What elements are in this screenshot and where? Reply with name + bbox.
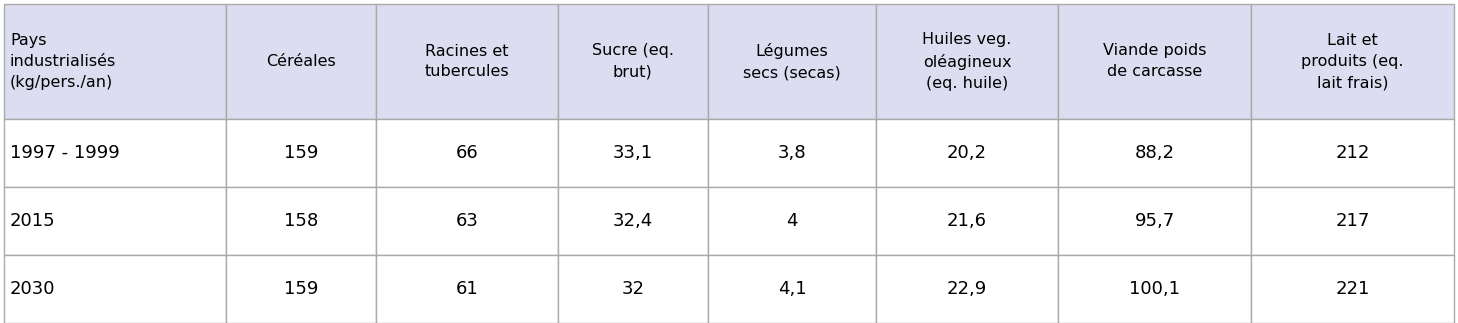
Bar	[226, 4, 376, 119]
Bar	[1251, 119, 1454, 187]
Bar	[558, 4, 707, 119]
Bar	[707, 4, 876, 119]
Bar	[1057, 119, 1251, 187]
Text: Lait et
produits (eq.
lait frais): Lait et produits (eq. lait frais)	[1302, 33, 1404, 90]
Bar	[376, 187, 558, 255]
Text: Huiles veg.
oléagineux
(eq. huile): Huiles veg. oléagineux (eq. huile)	[923, 32, 1012, 91]
Text: 66: 66	[456, 144, 478, 162]
Bar	[707, 187, 876, 255]
Text: 159: 159	[284, 144, 319, 162]
Bar	[1057, 187, 1251, 255]
Text: 158: 158	[284, 212, 319, 230]
Text: 22,9: 22,9	[948, 280, 987, 298]
Text: Pays
industrialisés
(kg/pers./an): Pays industrialisés (kg/pers./an)	[10, 33, 117, 90]
Text: 1997 - 1999: 1997 - 1999	[10, 144, 120, 162]
Bar	[4, 119, 226, 187]
Bar	[1251, 255, 1454, 323]
Text: 212: 212	[1336, 144, 1371, 162]
Bar	[4, 255, 226, 323]
Text: 3,8: 3,8	[777, 144, 806, 162]
Bar	[876, 187, 1057, 255]
Bar	[376, 4, 558, 119]
Text: Sucre (eq.
brut): Sucre (eq. brut)	[592, 44, 674, 79]
Bar	[558, 255, 707, 323]
Bar	[876, 4, 1057, 119]
Bar	[4, 187, 226, 255]
Bar	[226, 119, 376, 187]
Bar	[707, 119, 876, 187]
Text: 4,1: 4,1	[777, 280, 806, 298]
Text: 88,2: 88,2	[1134, 144, 1175, 162]
Text: 21,6: 21,6	[948, 212, 987, 230]
Text: 159: 159	[284, 280, 319, 298]
Text: 100,1: 100,1	[1128, 280, 1180, 298]
Text: Viande poids
de carcasse: Viande poids de carcasse	[1102, 44, 1206, 79]
Text: 33,1: 33,1	[612, 144, 653, 162]
Text: 61: 61	[456, 280, 478, 298]
Text: 20,2: 20,2	[948, 144, 987, 162]
Bar	[1057, 4, 1251, 119]
Text: 217: 217	[1336, 212, 1371, 230]
Text: 32,4: 32,4	[612, 212, 653, 230]
Text: 63: 63	[456, 212, 478, 230]
Bar	[876, 119, 1057, 187]
Bar	[4, 4, 226, 119]
Bar	[376, 119, 558, 187]
Text: 2015: 2015	[10, 212, 55, 230]
Text: 2030: 2030	[10, 280, 55, 298]
Text: 4: 4	[786, 212, 798, 230]
Bar	[1251, 187, 1454, 255]
Text: 32: 32	[621, 280, 644, 298]
Bar	[707, 255, 876, 323]
Bar	[558, 187, 707, 255]
Text: Céréales: Céréales	[267, 54, 337, 69]
Bar	[226, 255, 376, 323]
Text: 95,7: 95,7	[1134, 212, 1175, 230]
Bar	[226, 187, 376, 255]
Bar	[1057, 255, 1251, 323]
Bar	[558, 119, 707, 187]
Bar	[376, 255, 558, 323]
Text: 221: 221	[1336, 280, 1371, 298]
Text: Racines et
tubercules: Racines et tubercules	[424, 44, 509, 79]
Text: Légumes
secs (secas): Légumes secs (secas)	[744, 43, 841, 80]
Bar	[876, 255, 1057, 323]
Bar	[1251, 4, 1454, 119]
